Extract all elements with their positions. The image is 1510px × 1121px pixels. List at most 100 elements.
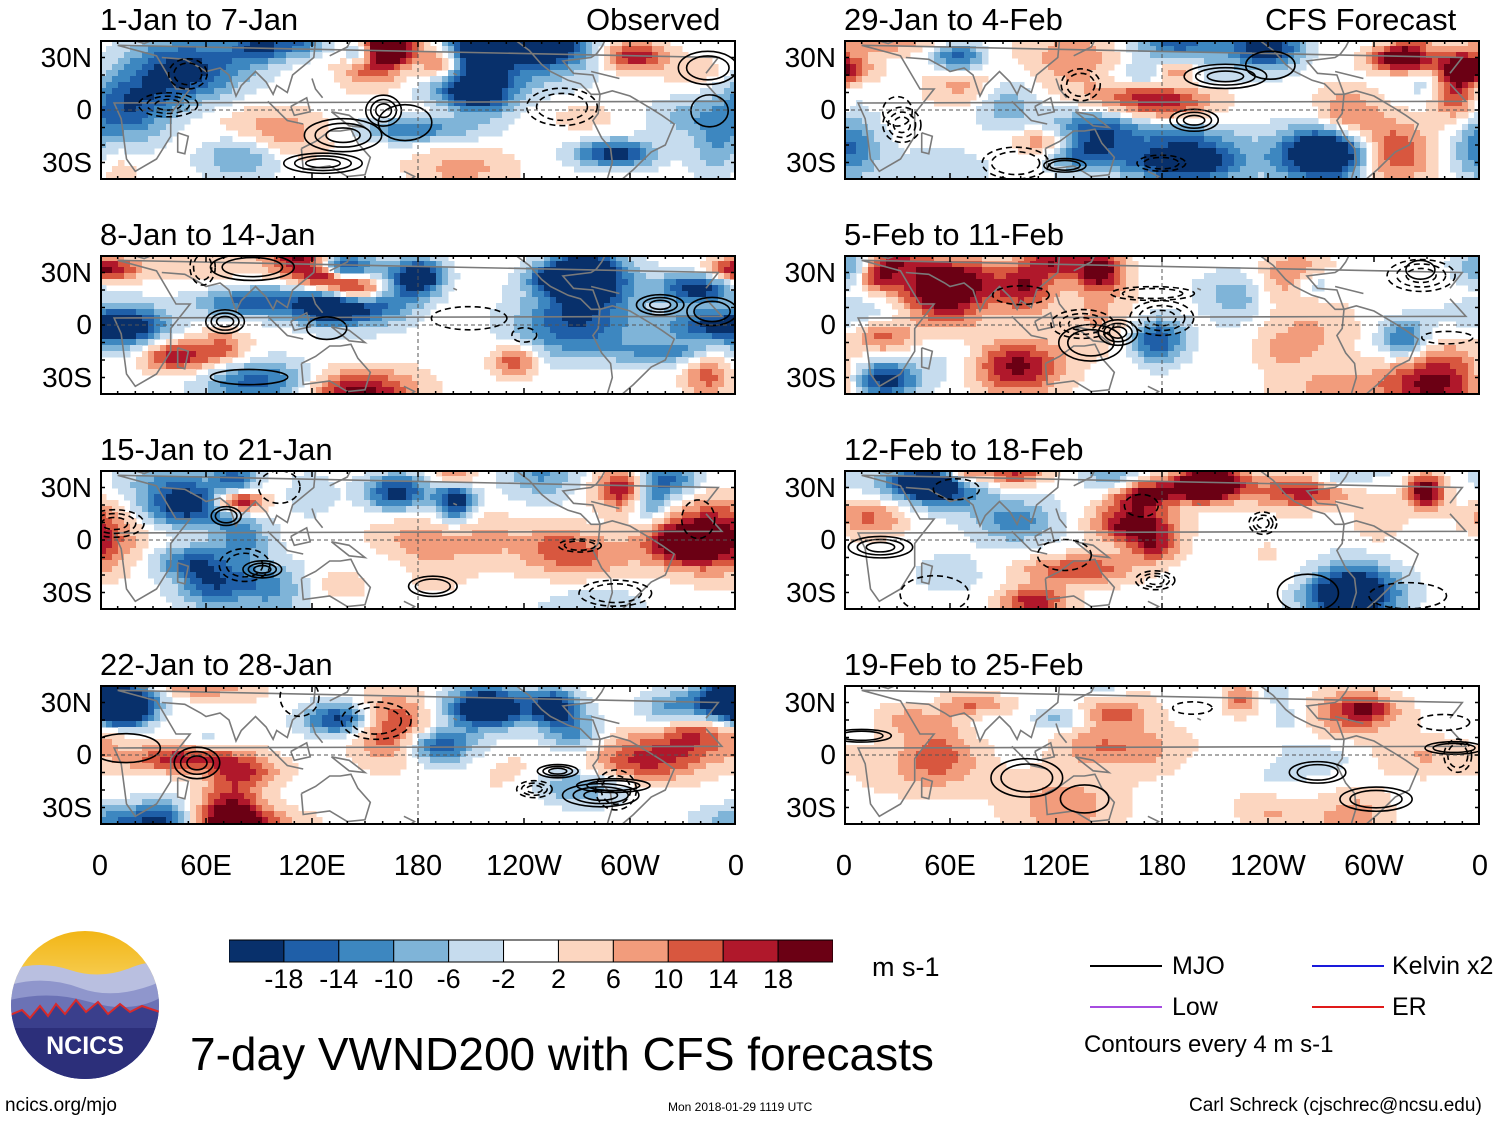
colorbar-box xyxy=(722,939,779,963)
mjo-contour xyxy=(303,117,383,153)
mjo-contour xyxy=(557,538,603,553)
mjo-contour xyxy=(325,127,361,144)
coastline xyxy=(161,685,317,744)
contours xyxy=(189,255,736,386)
vwnd-map xyxy=(100,470,736,610)
mjo-contour xyxy=(209,368,289,386)
mjo-contour xyxy=(1432,742,1476,754)
panel-title: 15-Jan to 21-Jan xyxy=(100,432,333,467)
x-tick-label: 60W xyxy=(1344,850,1404,882)
mjo-contour xyxy=(350,706,403,735)
mjo-contour xyxy=(680,499,716,540)
mjo-contour xyxy=(154,98,182,111)
mjo-contour xyxy=(685,55,730,81)
colorbar-box xyxy=(557,939,614,963)
mjo-contour xyxy=(314,122,372,148)
coastline xyxy=(330,756,368,774)
coastline xyxy=(920,562,934,585)
mjo-contour xyxy=(1296,763,1339,781)
mjo-contour xyxy=(892,116,912,134)
mjo-contour xyxy=(173,62,203,86)
coastline xyxy=(591,89,676,180)
colorbar-tick-label: 2 xyxy=(550,964,566,994)
mjo-contour xyxy=(1146,309,1177,327)
colorbar-box xyxy=(229,939,285,963)
mjo-contour xyxy=(218,547,271,583)
mjo-contour xyxy=(377,103,433,142)
colorbar-tick-label: 10 xyxy=(653,964,684,994)
mjo-contour xyxy=(414,578,452,595)
forecast-label: CFS Forecast xyxy=(1265,2,1457,37)
coastline xyxy=(1335,304,1420,395)
y-tick-label: 30N xyxy=(784,41,836,73)
mjo-contour xyxy=(882,106,922,144)
coastline xyxy=(329,685,352,702)
contours xyxy=(844,701,1480,814)
mjo-contour xyxy=(1420,330,1474,345)
coastline xyxy=(452,72,458,76)
coastline xyxy=(176,347,190,370)
mjo-contour xyxy=(430,305,508,331)
colorbar-box xyxy=(393,939,450,963)
mjo-contour xyxy=(1123,493,1160,518)
mjo-contour xyxy=(511,326,538,343)
coastline xyxy=(1334,285,1364,295)
mjo-contour xyxy=(407,575,458,598)
y-tick-label: 0 xyxy=(820,524,836,555)
mjo-contour xyxy=(1043,157,1087,173)
coastlines xyxy=(100,40,724,180)
mjo-contour xyxy=(186,755,208,771)
mjo-contour xyxy=(578,579,653,607)
x-tick-label: 180 xyxy=(1137,850,1187,882)
mjo-contour xyxy=(635,293,685,316)
coastline xyxy=(1055,78,1068,99)
colorbar-tick-label: -6 xyxy=(436,964,461,994)
mjo-contour xyxy=(561,782,640,808)
coastline xyxy=(1034,526,1056,547)
mjo-contour xyxy=(991,284,1050,306)
coastline xyxy=(1074,111,1112,129)
mjo-contour xyxy=(100,512,137,535)
mjo-contour xyxy=(525,87,599,127)
contours xyxy=(881,50,1296,180)
mjo-contour xyxy=(677,50,736,86)
colorbar-box xyxy=(448,939,505,963)
legend-label-low: Low xyxy=(1172,993,1218,1021)
legend-line-low xyxy=(1090,1006,1162,1008)
coastline xyxy=(1147,385,1161,395)
colorbar-box xyxy=(612,939,669,963)
mjo-contour xyxy=(210,505,242,527)
mjo-contour xyxy=(1288,760,1347,784)
coastline xyxy=(290,526,312,547)
mjo-contour xyxy=(305,316,348,341)
mjo-contour xyxy=(525,784,543,794)
mjo-contour xyxy=(1000,763,1054,793)
coastline xyxy=(1034,96,1056,117)
mjo-contour xyxy=(847,535,914,559)
coastline xyxy=(267,315,304,340)
mjo-contour xyxy=(179,750,215,776)
y-tick-label: 30N xyxy=(40,256,92,288)
coastline xyxy=(1196,287,1202,291)
mjo-contour xyxy=(209,255,296,282)
mjo-contour xyxy=(981,146,1050,180)
colorbar-tick-label: -18 xyxy=(264,964,304,994)
coastline xyxy=(452,717,458,721)
mjo-contour xyxy=(1140,572,1171,588)
legend-line-kelvin xyxy=(1312,965,1384,967)
coastline xyxy=(905,685,1061,744)
y-tick-label: 0 xyxy=(820,739,836,770)
coastline xyxy=(1335,89,1420,180)
coastline xyxy=(290,311,312,332)
mjo-contour xyxy=(856,538,905,556)
mjo-contour xyxy=(899,574,970,610)
mjo-contour xyxy=(1171,701,1213,715)
coastline xyxy=(329,255,352,272)
footer-url[interactable]: ncics.org/mjo xyxy=(5,1095,117,1116)
vwnd-map xyxy=(100,40,736,180)
mjo-contour xyxy=(690,94,730,128)
mjo-contour xyxy=(1206,70,1245,83)
coastline xyxy=(856,44,1468,173)
coastlines xyxy=(100,685,724,825)
mjo-contour xyxy=(214,508,238,524)
